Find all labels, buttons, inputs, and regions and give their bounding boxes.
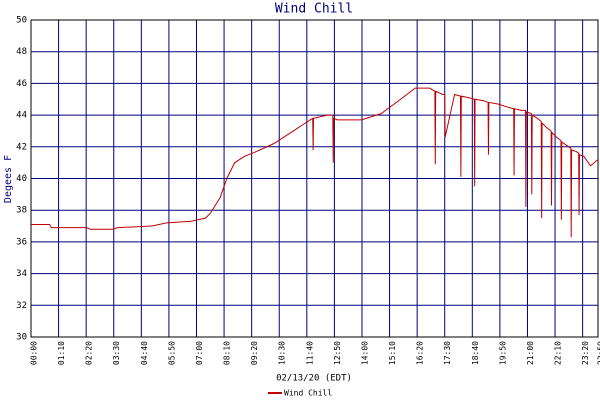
x-tick-label: 23:59: [597, 341, 600, 365]
x-tick-label: 04:40: [140, 341, 149, 365]
x-tick-label: 23:20: [581, 341, 590, 365]
x-tick-label: 00:00: [30, 341, 39, 365]
x-tick-label: 19:50: [498, 341, 507, 365]
y-tick-label: 40: [16, 174, 27, 184]
x-tick-label: 21:00: [526, 341, 535, 365]
plot-border: [30, 19, 599, 338]
x-tick-label: 22:10: [554, 341, 563, 365]
x-tick-label: 15:10: [388, 341, 397, 365]
x-tick-label: 05:50: [167, 341, 176, 365]
x-tick-label: 01:10: [57, 341, 66, 365]
y-tick-label: 32: [16, 301, 27, 311]
x-axis-label: 02/13/20 (EDT): [276, 374, 352, 384]
x-tick-label: 12:50: [333, 341, 342, 365]
y-tick-label: 48: [16, 47, 27, 57]
x-tick-label: 18:40: [471, 341, 480, 365]
x-tick-label: 10:30: [278, 341, 287, 365]
y-tick-label: 34: [16, 269, 27, 279]
x-tick-label: 17:30: [443, 341, 452, 365]
x-tick-label: 08:10: [223, 341, 232, 365]
y-tick-label: 38: [16, 206, 27, 216]
legend-label: Wind Chill: [284, 389, 332, 398]
chart-title: Wind Chill: [275, 2, 353, 17]
x-tick-label: 09:20: [250, 341, 259, 365]
x-tick-label: 02:20: [85, 341, 94, 365]
x-tick-label: 14:00: [360, 341, 369, 365]
y-tick-label: 36: [16, 237, 27, 247]
y-tick-label: 42: [16, 142, 27, 152]
y-tick-label: 44: [16, 111, 27, 121]
x-tick-label: 11:40: [305, 341, 314, 365]
y-tick-label: 46: [16, 79, 27, 89]
y-tick-label: 30: [16, 333, 27, 343]
x-tick-label: 03:30: [112, 341, 121, 365]
y-tick-label: 50: [16, 16, 27, 26]
x-tick-label: 07:00: [195, 341, 204, 365]
x-tick-label: 16:20: [416, 341, 425, 365]
y-axis-label: Degees F: [3, 155, 14, 203]
data-line: [31, 87, 599, 238]
